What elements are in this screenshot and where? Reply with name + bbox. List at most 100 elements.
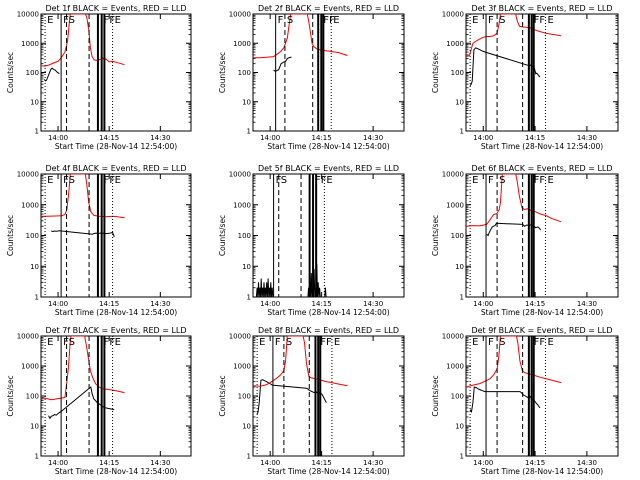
x-axis-label: Start Time (28-Nov-14 12:54:00) [481,142,603,151]
plot-area [41,174,125,297]
chart-title: Det 4f BLACK = Events, RED = LLD [45,164,186,173]
y-tick-label: 10000 [442,171,464,179]
chart-title: Det 9f BLACK = Events, RED = LLD [471,326,612,335]
y-axis-label: Counts/sec [431,375,440,416]
event-marker-label: S [499,15,505,26]
y-tick-label: 1 [460,453,464,461]
y-tick-label: 10 [455,423,464,431]
y-tick-label: 10000 [17,11,39,19]
y-tick-label: 100 [238,69,251,77]
y-tick-label: 1 [35,294,39,302]
y-tick-label: 10 [455,98,464,106]
y-tick-label: 1 [460,128,464,136]
x-tick-label: 14:00 [48,300,68,308]
event-marker-label: S [286,337,292,348]
event-marker-label: E [115,15,121,26]
x-tick-label: 14:15 [312,134,332,142]
y-tick-label: 10 [30,98,39,106]
chart-panel: Det 1f BLACK = Events, RED = LLD 1 10 100 10… [6,4,192,151]
event-marker-label: E [547,337,553,348]
x-axis-label: Start Time (28-Nov-14 12:54:00) [55,142,177,151]
plot-area [466,336,562,456]
lld-series-line [253,336,348,387]
plot-frame [252,335,405,457]
chart-title: Det 3f BLACK = Events, RED = LLD [471,4,612,13]
x-tick-label: 14:00 [48,459,68,467]
y-tick-label: 10000 [17,333,39,341]
event-marker-label: S [69,15,75,26]
plot-area [41,14,125,131]
x-tick-label: 14:30 [363,300,383,308]
event-marker-label: F [63,337,69,348]
event-marker-label: E [115,337,121,348]
y-tick-label: 1 [247,294,251,302]
x-tick-label: 14:00 [260,459,280,467]
event-marker-label: E [547,15,553,26]
event-marker-label: E [326,175,332,186]
y-tick-label: 10000 [442,333,464,341]
event-marker-label: FF [104,337,116,348]
event-marker-label: FF [315,175,327,186]
x-tick-label: 14:15 [525,300,545,308]
y-tick-label: 1000 [233,201,251,209]
event-marker-label: E [333,15,339,26]
lld-series-line [41,174,125,219]
lld-series-line [41,336,125,401]
event-marker-label: FF [534,15,546,26]
y-tick-label: 1 [460,294,464,302]
x-tick-label: 14:30 [577,134,597,142]
x-tick-label: 14:00 [48,134,68,142]
plot-frame [40,13,192,132]
y-tick-label: 100 [451,232,464,240]
events-series-line [43,67,60,82]
x-tick-label: 14:30 [150,134,170,142]
plot-frame [465,335,619,457]
plot-area [466,14,562,131]
chart-panel: Det 8f BLACK = Events, RED = LLD 1 10 100 10… [218,326,405,476]
x-tick-label: 14:00 [473,134,493,142]
event-marker-label: E [47,15,53,26]
y-tick-label: 100 [26,232,39,240]
y-axis-label: Counts/sec [6,375,15,416]
chart-panel: Det 2f BLACK = Events, RED = LLD 1 10 100 10… [218,4,405,151]
event-marker-label: F [488,15,494,26]
chart-title: Det 1f BLACK = Events, RED = LLD [45,4,186,13]
event-marker-label: FF [534,175,546,186]
y-tick-label: 10 [242,98,251,106]
chart-panel: Det 4f BLACK = Events, RED = LLD 1 10 100 10… [6,164,192,317]
y-axis-label: Counts/sec [431,52,440,93]
y-tick-label: 1 [35,453,39,461]
plot-frame [465,173,619,298]
plot-frame [40,173,192,298]
event-marker-label: E [472,15,478,26]
y-tick-label: 100 [26,393,39,401]
event-marker-label: FF [534,337,546,348]
y-axis-label: Counts/sec [218,215,227,256]
x-tick-label: 14:15 [99,134,119,142]
chart-panel: Det 6f BLACK = Events, RED = LLD 1 10 100 10… [431,164,619,317]
x-tick-label: 14:30 [577,459,597,467]
y-tick-label: 10 [242,423,251,431]
event-marker-label: F [275,337,281,348]
y-tick-label: 10 [455,263,464,271]
x-tick-label: 14:30 [150,459,170,467]
event-marker-label: E [259,337,265,348]
x-tick-label: 14:15 [525,134,545,142]
x-axis-label: Start Time (28-Nov-14 12:54:00) [55,467,177,476]
x-axis-label: Start Time (28-Nov-14 12:54:00) [267,308,389,317]
plot-area [466,174,562,297]
chart-panel: Det 3f BLACK = Events, RED = LLD 1 10 100 10… [431,4,619,151]
event-marker-label: E [472,337,478,348]
chart-title: Det 7f BLACK = Events, RED = LLD [45,326,186,335]
x-tick-label: 14:30 [363,134,383,142]
event-marker-label: E [334,337,340,348]
plot-area [253,14,348,131]
chart-title: Det 5f BLACK = Events, RED = LLD [258,164,399,173]
chart-panel: Det 9f BLACK = Events, RED = LLD 1 10 100 10… [431,326,619,476]
chart-title: Det 8f BLACK = Events, RED = LLD [258,326,399,335]
x-axis-label: Start Time (28-Nov-14 12:54:00) [481,308,603,317]
event-marker-label: F [276,175,282,186]
plot-area [255,174,327,297]
event-marker-label: E [472,175,478,186]
x-tick-label: 14:00 [473,300,493,308]
